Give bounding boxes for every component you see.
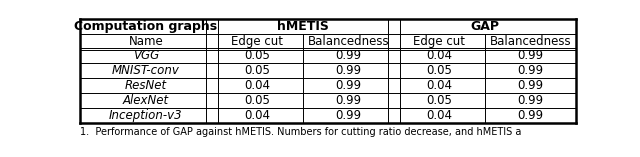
Text: 1.  Performance of GAP against hMETIS. Numbers for cutting ratio decrease, and h: 1. Performance of GAP against hMETIS. Nu…: [80, 127, 522, 138]
Text: 0.05: 0.05: [244, 64, 270, 77]
Text: 0.99: 0.99: [517, 109, 543, 122]
Text: VGG: VGG: [132, 49, 159, 62]
Text: ResNet: ResNet: [125, 79, 167, 92]
Text: 0.99: 0.99: [517, 94, 543, 107]
Text: 0.04: 0.04: [426, 79, 452, 92]
Text: 0.04: 0.04: [244, 79, 270, 92]
Text: 0.04: 0.04: [426, 49, 452, 62]
Text: 0.99: 0.99: [517, 49, 543, 62]
Text: 0.04: 0.04: [244, 109, 270, 122]
Text: Edge cut: Edge cut: [413, 35, 465, 48]
Text: 0.99: 0.99: [335, 79, 362, 92]
Text: 0.99: 0.99: [335, 49, 362, 62]
Text: Balancedness: Balancedness: [308, 35, 389, 48]
Text: Name: Name: [129, 35, 163, 48]
Text: Balancedness: Balancedness: [490, 35, 572, 48]
Text: 0.99: 0.99: [335, 109, 362, 122]
Text: 0.05: 0.05: [244, 94, 270, 107]
Text: 0.05: 0.05: [426, 64, 452, 77]
Text: AlexNet: AlexNet: [123, 94, 169, 107]
Text: 0.05: 0.05: [426, 94, 452, 107]
Text: 0.99: 0.99: [335, 64, 362, 77]
Text: GAP: GAP: [470, 20, 499, 33]
Text: 0.99: 0.99: [517, 64, 543, 77]
Text: MNIST-conv: MNIST-conv: [112, 64, 180, 77]
Text: Inception-v3: Inception-v3: [109, 109, 183, 122]
Text: 0.99: 0.99: [517, 79, 543, 92]
Text: Computation graphs: Computation graphs: [74, 20, 218, 33]
Text: 0.99: 0.99: [335, 94, 362, 107]
Text: 0.05: 0.05: [244, 49, 270, 62]
Text: 0.04: 0.04: [426, 109, 452, 122]
Text: hMETIS: hMETIS: [277, 20, 329, 33]
Text: Edge cut: Edge cut: [231, 35, 284, 48]
